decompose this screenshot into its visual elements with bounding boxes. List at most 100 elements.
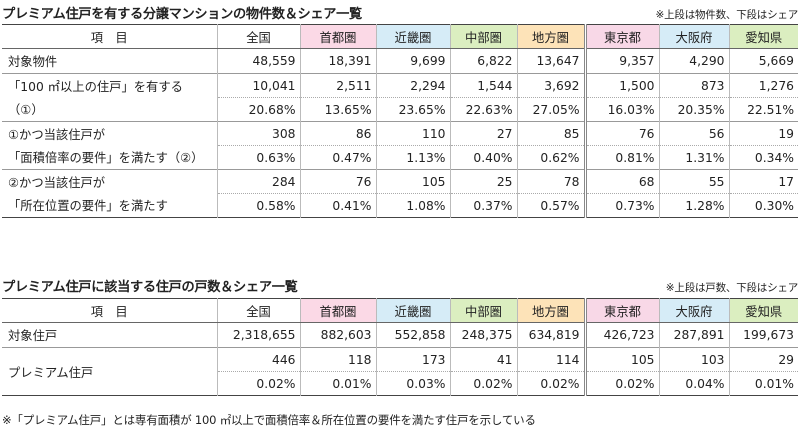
cell: 27	[449, 121, 517, 146]
cell: 13.65%	[299, 97, 376, 122]
cell: 0.30%	[728, 193, 798, 218]
cell: 1.08%	[375, 193, 450, 218]
cell: 173	[375, 347, 450, 372]
table2: 項 目 全国 首都圏 近畿圏 中部圏 地方圏 東京都 大阪府 愛知県 対象住戸 …	[2, 298, 798, 396]
table1-col-osaka: 大阪府	[658, 24, 729, 49]
cell: 10,041	[216, 73, 300, 98]
row-label: 「100 ㎡以上の住戸」を有する	[2, 73, 217, 98]
cell: 2,294	[375, 73, 450, 98]
cell: 110	[375, 121, 450, 146]
row-label-sub: 「面積倍率の要件」を満たす（②）	[8, 151, 204, 166]
cell: 18,391	[299, 48, 376, 74]
table2-col-osaka: 大阪府	[658, 298, 729, 323]
table2-col-kinki: 近畿圏	[375, 298, 450, 323]
cell: 1.28%	[658, 193, 729, 218]
cell: 105	[584, 347, 659, 372]
cell: 0.01%	[728, 371, 798, 396]
cell: 287,891	[658, 322, 729, 348]
cell: 0.62%	[516, 145, 587, 170]
row-label: 対象物件	[2, 48, 217, 74]
cell: 0.34%	[728, 145, 798, 170]
cell: 27.05%	[516, 97, 587, 122]
cell: 0.47%	[299, 145, 376, 170]
cell: 20.35%	[658, 97, 729, 122]
cell: 882,603	[299, 322, 376, 348]
cell: 4,290	[658, 48, 729, 74]
cell: 118	[299, 347, 376, 372]
table1-note: ※上段は物件数、下段はシェア	[655, 9, 799, 21]
table1-col-aichi: 愛知県	[728, 24, 798, 49]
table1-row-100sqm-share: （①） 20.68% 13.65% 23.65% 22.63% 27.05% 1…	[2, 97, 798, 122]
table1-title: プレミアム住戸を有する分譲マンションの物件数＆シェア一覧	[2, 7, 362, 22]
cell: 0.41%	[299, 193, 376, 218]
cell: 22.51%	[728, 97, 798, 122]
cell: 552,858	[375, 322, 450, 348]
cell: 41	[449, 347, 517, 372]
cell: 17	[728, 169, 798, 194]
row-label-sub: （①）	[8, 103, 44, 118]
cell: 284	[216, 169, 300, 194]
cell: 308	[216, 121, 300, 146]
row-label-sub: 「所在位置の要件」を満たす	[8, 199, 168, 214]
row-label: ②かつ当該住戸が	[2, 169, 217, 194]
cell: 0.58%	[216, 193, 300, 218]
cell: 2,318,655	[216, 322, 300, 348]
cell: 9,357	[584, 48, 659, 74]
cell: 29	[728, 347, 798, 372]
table2-col-chiho: 地方圏	[516, 298, 587, 323]
table1-header-label: 項 目	[2, 24, 217, 49]
table1-title-row: プレミアム住戸を有する分譲マンションの物件数＆シェア一覧 ※上段は物件数、下段は…	[2, 3, 798, 22]
cell: 76	[299, 169, 376, 194]
table1-col-kinki: 近畿圏	[375, 24, 450, 49]
table1-row-location-count: ②かつ当該住戸が 284 76 105 25 78 68 55 17	[2, 169, 798, 194]
table1-col-shutoken: 首都圏	[299, 24, 376, 49]
cell: 48,559	[216, 48, 300, 74]
cell: 86	[299, 121, 376, 146]
table2-row-target: 対象住戸 2,318,655 882,603 552,858 248,375 6…	[2, 322, 798, 348]
row-label: ①かつ当該住戸が	[2, 121, 217, 146]
cell: 5,669	[728, 48, 798, 74]
table1-header-row: 項 目 全国 首都圏 近畿圏 中部圏 地方圏 東京都 大阪府 愛知県	[2, 24, 798, 49]
cell: 0.02%	[449, 371, 517, 396]
cell: 0.02%	[216, 371, 300, 396]
footnote: ※「プレミアム住戸」とは専有面積が 100 ㎡以上で面積倍率＆所在位置の要件を満…	[2, 413, 536, 427]
cell: 0.63%	[216, 145, 300, 170]
cell: 22.63%	[449, 97, 517, 122]
table1-col-tokyo: 東京都	[584, 24, 659, 49]
cell: 13,647	[516, 48, 587, 74]
row-label: プレミアム住戸	[2, 347, 217, 396]
table1-row-target: 対象物件 48,559 18,391 9,699 6,822 13,647 9,…	[2, 48, 798, 74]
cell: 68	[584, 169, 659, 194]
cell: 1,276	[728, 73, 798, 98]
table2-title-row: プレミアム住戸に該当する住戸の戸数＆シェア一覧 ※上段は戸数、下段はシェア	[2, 276, 798, 295]
table2-row-premium-count: プレミアム住戸 446 118 173 41 114 105 103 29	[2, 347, 798, 396]
table1-row-floor-share: 「面積倍率の要件」を満たす（②） 0.63% 0.47% 1.13% 0.40%…	[2, 145, 798, 170]
cell: 3,692	[516, 73, 587, 98]
cell: 0.81%	[584, 145, 659, 170]
cell: 23.65%	[375, 97, 450, 122]
cell: 446	[216, 347, 300, 372]
cell: 9,699	[375, 48, 450, 74]
cell: 0.40%	[449, 145, 517, 170]
cell: 873	[658, 73, 729, 98]
cell: 248,375	[449, 322, 517, 348]
table2-col-shutoken: 首都圏	[299, 298, 376, 323]
table2-title: プレミアム住戸に該当する住戸の戸数＆シェア一覧	[2, 280, 298, 295]
cell: 85	[516, 121, 587, 146]
cell: 20.68%	[216, 97, 300, 122]
cell: 105	[375, 169, 450, 194]
table1-row-floor-count: ①かつ当該住戸が 308 86 110 27 85 76 56 19	[2, 121, 798, 146]
cell: 0.57%	[516, 193, 587, 218]
row-label: 対象住戸	[2, 322, 217, 348]
cell: 78	[516, 169, 587, 194]
table1-col-chiho: 地方圏	[516, 24, 587, 49]
table2-note: ※上段は戸数、下段はシェア	[665, 282, 798, 294]
cell: 199,673	[728, 322, 798, 348]
cell: 114	[516, 347, 587, 372]
table2-row-premium-share: 0.02% 0.01% 0.03% 0.02% 0.02% 0.02% 0.04…	[2, 371, 798, 396]
cell: 103	[658, 347, 729, 372]
table2-header-row: 項 目 全国 首都圏 近畿圏 中部圏 地方圏 東京都 大阪府 愛知県	[2, 298, 798, 323]
cell: 0.03%	[375, 371, 450, 396]
table2-header-label: 項 目	[2, 298, 217, 323]
